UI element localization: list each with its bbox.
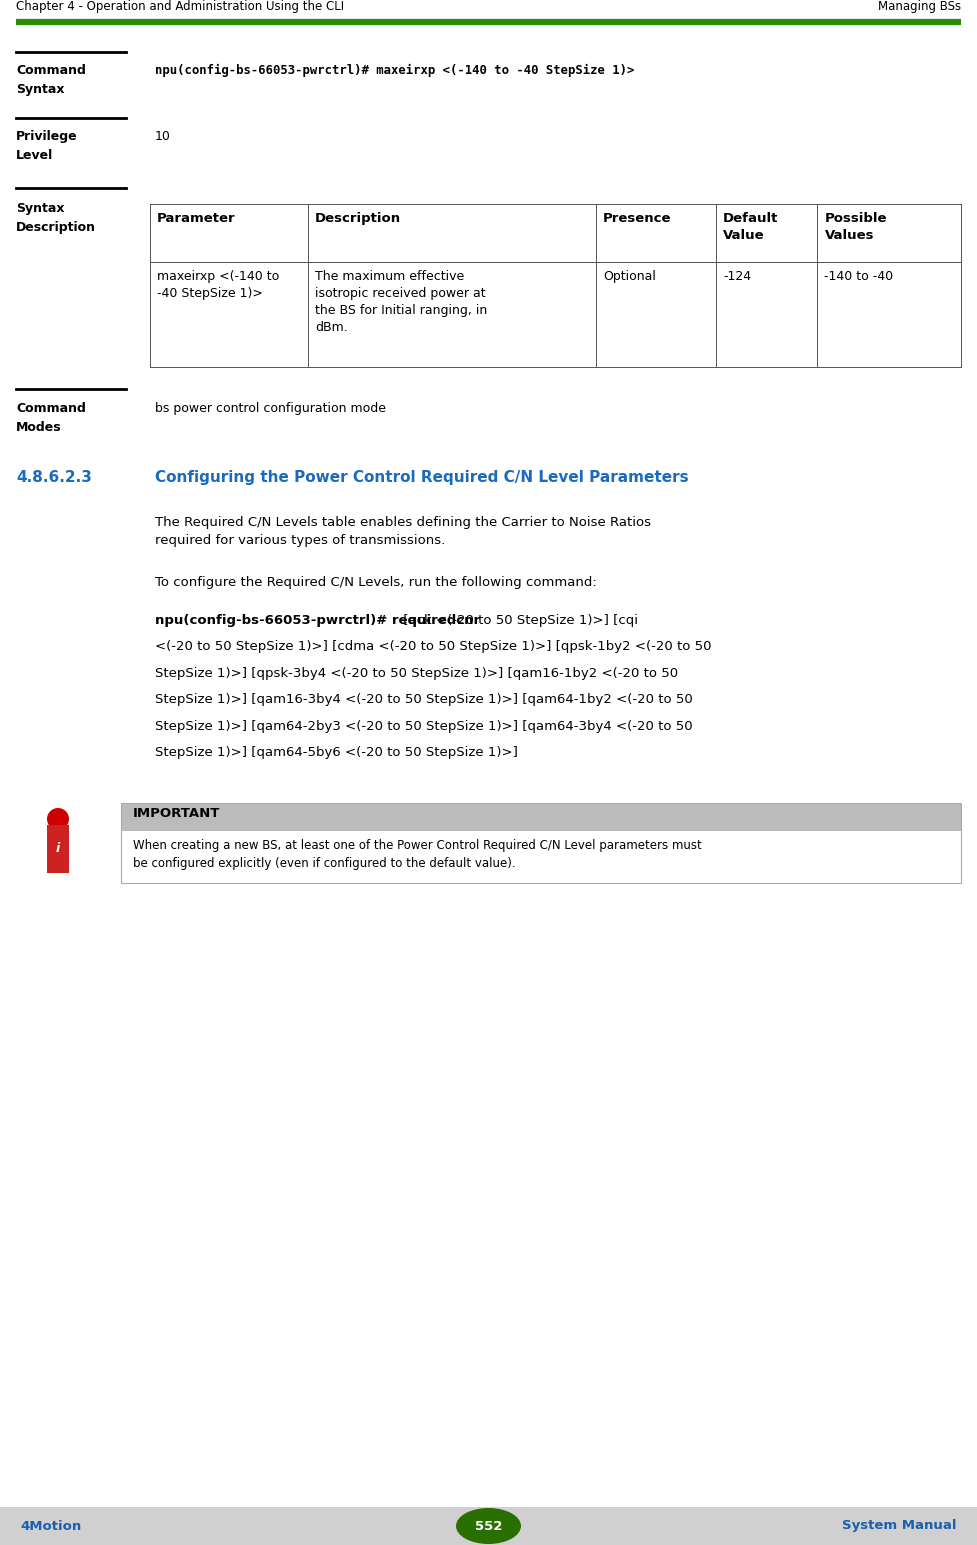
Text: Parameter: Parameter <box>157 212 235 226</box>
Bar <box>121 831 961 884</box>
Text: Presence: Presence <box>603 212 671 226</box>
Text: Privilege
Level: Privilege Level <box>16 130 77 162</box>
Text: Optional: Optional <box>603 270 656 283</box>
Circle shape <box>47 808 69 830</box>
Text: Syntax
Description: Syntax Description <box>16 202 96 233</box>
Text: StepSize 1)>] [qam64-5by6 <(-20 to 50 StepSize 1)>]: StepSize 1)>] [qam64-5by6 <(-20 to 50 St… <box>155 746 518 760</box>
Bar <box>150 204 961 263</box>
Text: -140 to -40: -140 to -40 <box>825 270 894 283</box>
Bar <box>121 803 961 884</box>
Bar <box>0 1506 977 1545</box>
Ellipse shape <box>456 1508 521 1543</box>
Text: Managing BSs: Managing BSs <box>878 0 961 12</box>
Text: Possible
Values: Possible Values <box>825 212 887 243</box>
Text: To configure the Required C/N Levels, run the following command:: To configure the Required C/N Levels, ru… <box>155 576 597 589</box>
Text: npu(config-bs-66053-pwrctrl)# maxeirxp <(-140 to -40 StepSize 1)>: npu(config-bs-66053-pwrctrl)# maxeirxp <… <box>155 63 634 77</box>
Text: Configuring the Power Control Required C/N Level Parameters: Configuring the Power Control Required C… <box>155 470 689 485</box>
Text: When creating a new BS, at least one of the Power Control Required C/N Level par: When creating a new BS, at least one of … <box>133 839 701 870</box>
Text: 10: 10 <box>155 130 171 144</box>
Text: [ack <(-20 to 50 StepSize 1)>] [cqi: [ack <(-20 to 50 StepSize 1)>] [cqi <box>399 613 638 627</box>
Text: bs power control configuration mode: bs power control configuration mode <box>155 402 386 416</box>
Text: Command
Syntax: Command Syntax <box>16 63 86 96</box>
Text: <(-20 to 50 StepSize 1)>] [cdma <(-20 to 50 StepSize 1)>] [qpsk-1by2 <(-20 to 50: <(-20 to 50 StepSize 1)>] [cdma <(-20 to… <box>155 641 711 654</box>
Text: StepSize 1)>] [qpsk-3by4 <(-20 to 50 StepSize 1)>] [qam16-1by2 <(-20 to 50: StepSize 1)>] [qpsk-3by4 <(-20 to 50 Ste… <box>155 667 678 680</box>
Bar <box>150 263 961 368</box>
Text: maxeirxp <(-140 to
-40 StepSize 1)>: maxeirxp <(-140 to -40 StepSize 1)> <box>157 270 279 300</box>
Text: Default
Value: Default Value <box>723 212 779 243</box>
Text: 4.8.6.2.3: 4.8.6.2.3 <box>16 470 92 485</box>
Text: npu(config-bs-66053-pwrctrl)# requiredcnr: npu(config-bs-66053-pwrctrl)# requiredcn… <box>155 613 480 627</box>
Text: The maximum effective
isotropic received power at
the BS for Initial ranging, in: The maximum effective isotropic received… <box>316 270 488 334</box>
Text: Description: Description <box>316 212 402 226</box>
Text: -124: -124 <box>723 270 751 283</box>
Text: The Required C/N Levels table enables defining the Carrier to Noise Ratios
requi: The Required C/N Levels table enables de… <box>155 516 651 547</box>
Text: 4Motion: 4Motion <box>20 1519 81 1533</box>
Text: StepSize 1)>] [qam64-2by3 <(-20 to 50 StepSize 1)>] [qam64-3by4 <(-20 to 50: StepSize 1)>] [qam64-2by3 <(-20 to 50 St… <box>155 720 693 732</box>
Bar <box>121 803 961 831</box>
Text: 552: 552 <box>475 1519 502 1533</box>
Text: StepSize 1)>] [qam16-3by4 <(-20 to 50 StepSize 1)>] [qam64-1by2 <(-20 to 50: StepSize 1)>] [qam16-3by4 <(-20 to 50 St… <box>155 694 693 706</box>
Text: IMPORTANT: IMPORTANT <box>133 806 221 820</box>
Text: Command
Modes: Command Modes <box>16 402 86 434</box>
Text: System Manual: System Manual <box>842 1519 957 1533</box>
Text: i: i <box>56 842 61 854</box>
Bar <box>47 825 69 873</box>
Text: Chapter 4 - Operation and Administration Using the CLI: Chapter 4 - Operation and Administration… <box>16 0 344 12</box>
